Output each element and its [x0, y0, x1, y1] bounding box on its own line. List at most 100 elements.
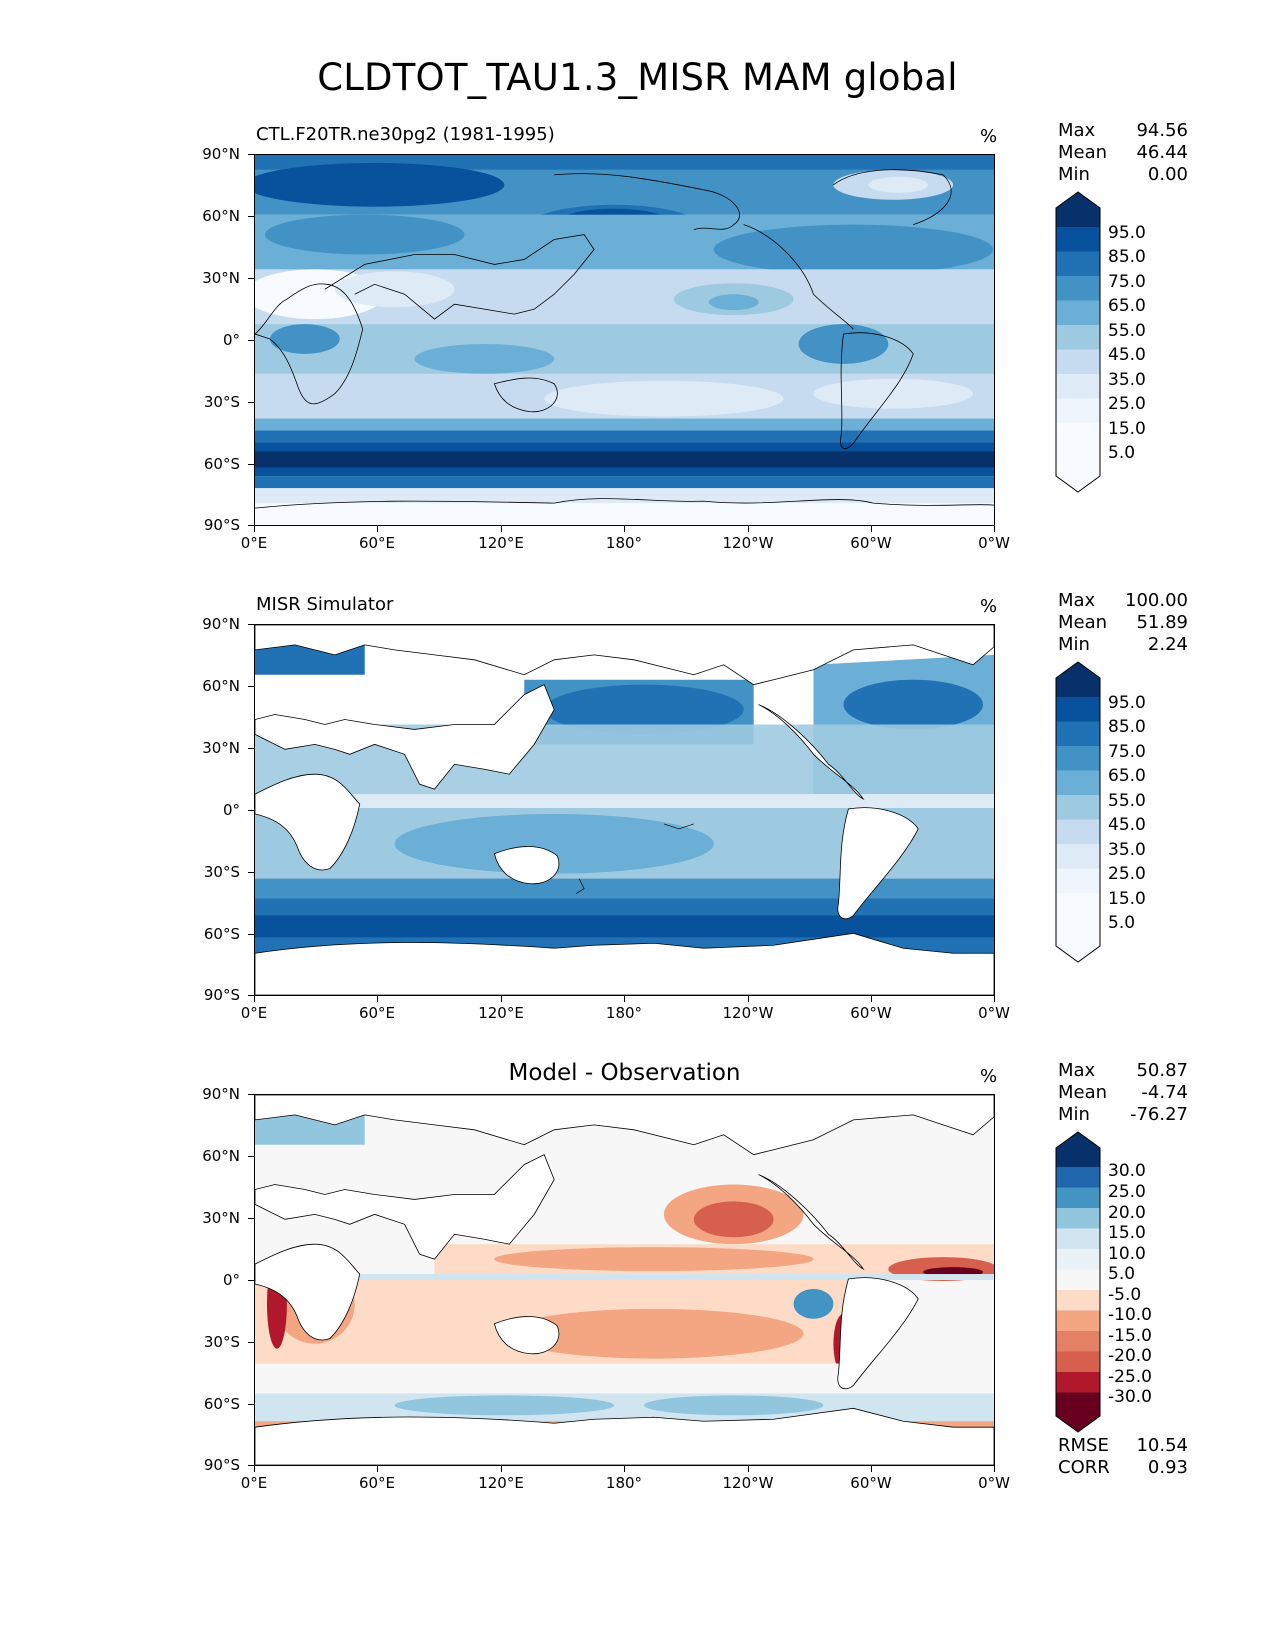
y-tick-label: 30°S — [203, 863, 240, 881]
x-tick-label: 120°E — [478, 534, 524, 552]
colorbar-label: 85.0 — [1108, 717, 1146, 737]
colorbar-label: -25.0 — [1108, 1367, 1152, 1387]
colorbar-label: 45.0 — [1108, 815, 1146, 835]
y-tick-label: 60°N — [202, 1147, 240, 1165]
min-value: 0.00 — [1147, 164, 1188, 185]
max-value: 50.87 — [1136, 1060, 1188, 1081]
colorbar-label: 25.0 — [1108, 864, 1146, 884]
x-tick-label: 120°W — [722, 1474, 774, 1492]
y-tick-label: 90°N — [202, 615, 240, 633]
x-tick-label: 0°E — [240, 1004, 268, 1022]
x-tick-label: 0°W — [978, 1474, 1010, 1492]
y-tick-label: 60°N — [202, 207, 240, 225]
colorbar-label: 95.0 — [1108, 693, 1146, 713]
stats-box: Max 50.87 Mean -4.74 Min -76.27 — [1058, 1060, 1188, 1125]
x-tick-label: 120°E — [478, 1474, 524, 1492]
x-tick-label: 120°W — [722, 534, 774, 552]
y-tick-label: 30°N — [202, 739, 240, 757]
stats-box: Max 100.00 Mean 51.89 Min 2.24 — [1058, 590, 1188, 655]
units-label: % — [980, 596, 998, 617]
colorbar-label: 25.0 — [1108, 1182, 1146, 1202]
colorbar-label: 5.0 — [1108, 913, 1136, 933]
panel-title: Model - Observation — [508, 1060, 741, 1086]
colorbar-label: 75.0 — [1108, 742, 1146, 762]
colorbar — [1055, 661, 1101, 963]
colorbar-label: 25.0 — [1108, 394, 1146, 414]
rmse-value: 10.54 — [1136, 1435, 1188, 1456]
colorbar-label: 5.0 — [1108, 443, 1136, 463]
map-plot — [254, 154, 995, 526]
y-tick-label: 90°N — [202, 145, 240, 163]
y-tick-label: 60°S — [203, 455, 240, 473]
x-tick-label: 0°E — [240, 534, 268, 552]
corr-value: 0.93 — [1147, 1457, 1188, 1478]
units-label: % — [980, 1066, 998, 1087]
mean-value: -4.74 — [1141, 1082, 1188, 1103]
units-label: % — [980, 126, 998, 147]
colorbar-label: 75.0 — [1108, 272, 1146, 292]
y-tick-label: 90°S — [203, 1456, 240, 1474]
colorbar-label: 35.0 — [1108, 840, 1146, 860]
colorbar-label: 30.0 — [1108, 1161, 1146, 1181]
y-tick-label: 30°S — [203, 1333, 240, 1351]
colorbar-label: 95.0 — [1108, 223, 1146, 243]
y-tick-label: 90°S — [203, 516, 240, 534]
x-tick-label: 60°E — [358, 1004, 396, 1022]
colorbar-label: 45.0 — [1108, 345, 1146, 365]
panel-title: CTL.F20TR.ne30pg2 (1981-1995) — [256, 124, 555, 145]
colorbar-label: -30.0 — [1108, 1387, 1152, 1407]
y-tick-label: 60°S — [203, 925, 240, 943]
colorbar-label: 35.0 — [1108, 370, 1146, 390]
max-value: 100.00 — [1125, 590, 1188, 611]
stats-box: Max 94.56 Mean 46.44 Min 0.00 — [1058, 120, 1188, 185]
colorbar — [1055, 191, 1101, 493]
panel-title: MISR Simulator — [256, 594, 394, 615]
colorbar-label: 5.0 — [1108, 1264, 1136, 1284]
colorbar-label: 65.0 — [1108, 296, 1146, 316]
map-plot — [254, 624, 995, 996]
colorbar-label: -15.0 — [1108, 1326, 1152, 1346]
y-tick-label: 30°N — [202, 269, 240, 287]
colorbar-label: 55.0 — [1108, 321, 1146, 341]
y-tick-label: 30°S — [203, 393, 240, 411]
colorbar-label: 55.0 — [1108, 791, 1146, 811]
panel-model: CTL.F20TR.ne30pg2 (1981-1995) % — [0, 120, 1275, 560]
colorbar-label: 15.0 — [1108, 889, 1146, 909]
y-tick-label: 60°N — [202, 677, 240, 695]
y-tick-label: 0° — [222, 331, 240, 349]
colorbar-label: 65.0 — [1108, 766, 1146, 786]
max-value: 94.56 — [1136, 120, 1188, 141]
x-tick-label: 0°W — [978, 1004, 1010, 1022]
mean-value: 51.89 — [1136, 612, 1188, 633]
x-tick-label: 60°E — [358, 1474, 396, 1492]
error-stats: RMSE 10.54 CORR 0.93 — [1058, 1435, 1188, 1478]
colorbar-label: 15.0 — [1108, 1223, 1146, 1243]
x-tick-label: 60°W — [850, 1004, 892, 1022]
x-tick-label: 120°E — [478, 1004, 524, 1022]
x-tick-label: 180° — [605, 1474, 643, 1492]
map-plot — [254, 1094, 995, 1466]
colorbar-label: 85.0 — [1108, 247, 1146, 267]
panel-observation: MISR Simulator % — [0, 590, 1275, 1030]
figure-title: CLDTOT_TAU1.3_MISR MAM global — [317, 56, 958, 99]
x-tick-label: 180° — [605, 1004, 643, 1022]
x-tick-label: 60°E — [358, 534, 396, 552]
x-tick-label: 0°E — [240, 1474, 268, 1492]
colorbar-label: -5.0 — [1108, 1285, 1142, 1305]
min-value: -76.27 — [1129, 1104, 1188, 1125]
mean-value: 46.44 — [1136, 142, 1188, 163]
colorbar — [1055, 1131, 1101, 1433]
colorbar-label: -10.0 — [1108, 1305, 1152, 1325]
colorbar-label: -20.0 — [1108, 1346, 1152, 1366]
colorbar-label: 20.0 — [1108, 1203, 1146, 1223]
y-tick-label: 60°S — [203, 1395, 240, 1413]
y-tick-label: 90°N — [202, 1085, 240, 1103]
y-tick-label: 90°S — [203, 986, 240, 1004]
y-tick-label: 0° — [222, 801, 240, 819]
x-tick-label: 60°W — [850, 1474, 892, 1492]
panel-difference: Model - Observation % — [0, 1060, 1275, 1500]
y-tick-label: 0° — [222, 1271, 240, 1289]
x-tick-label: 180° — [605, 534, 643, 552]
min-value: 2.24 — [1147, 634, 1188, 655]
colorbar-label: 15.0 — [1108, 419, 1146, 439]
